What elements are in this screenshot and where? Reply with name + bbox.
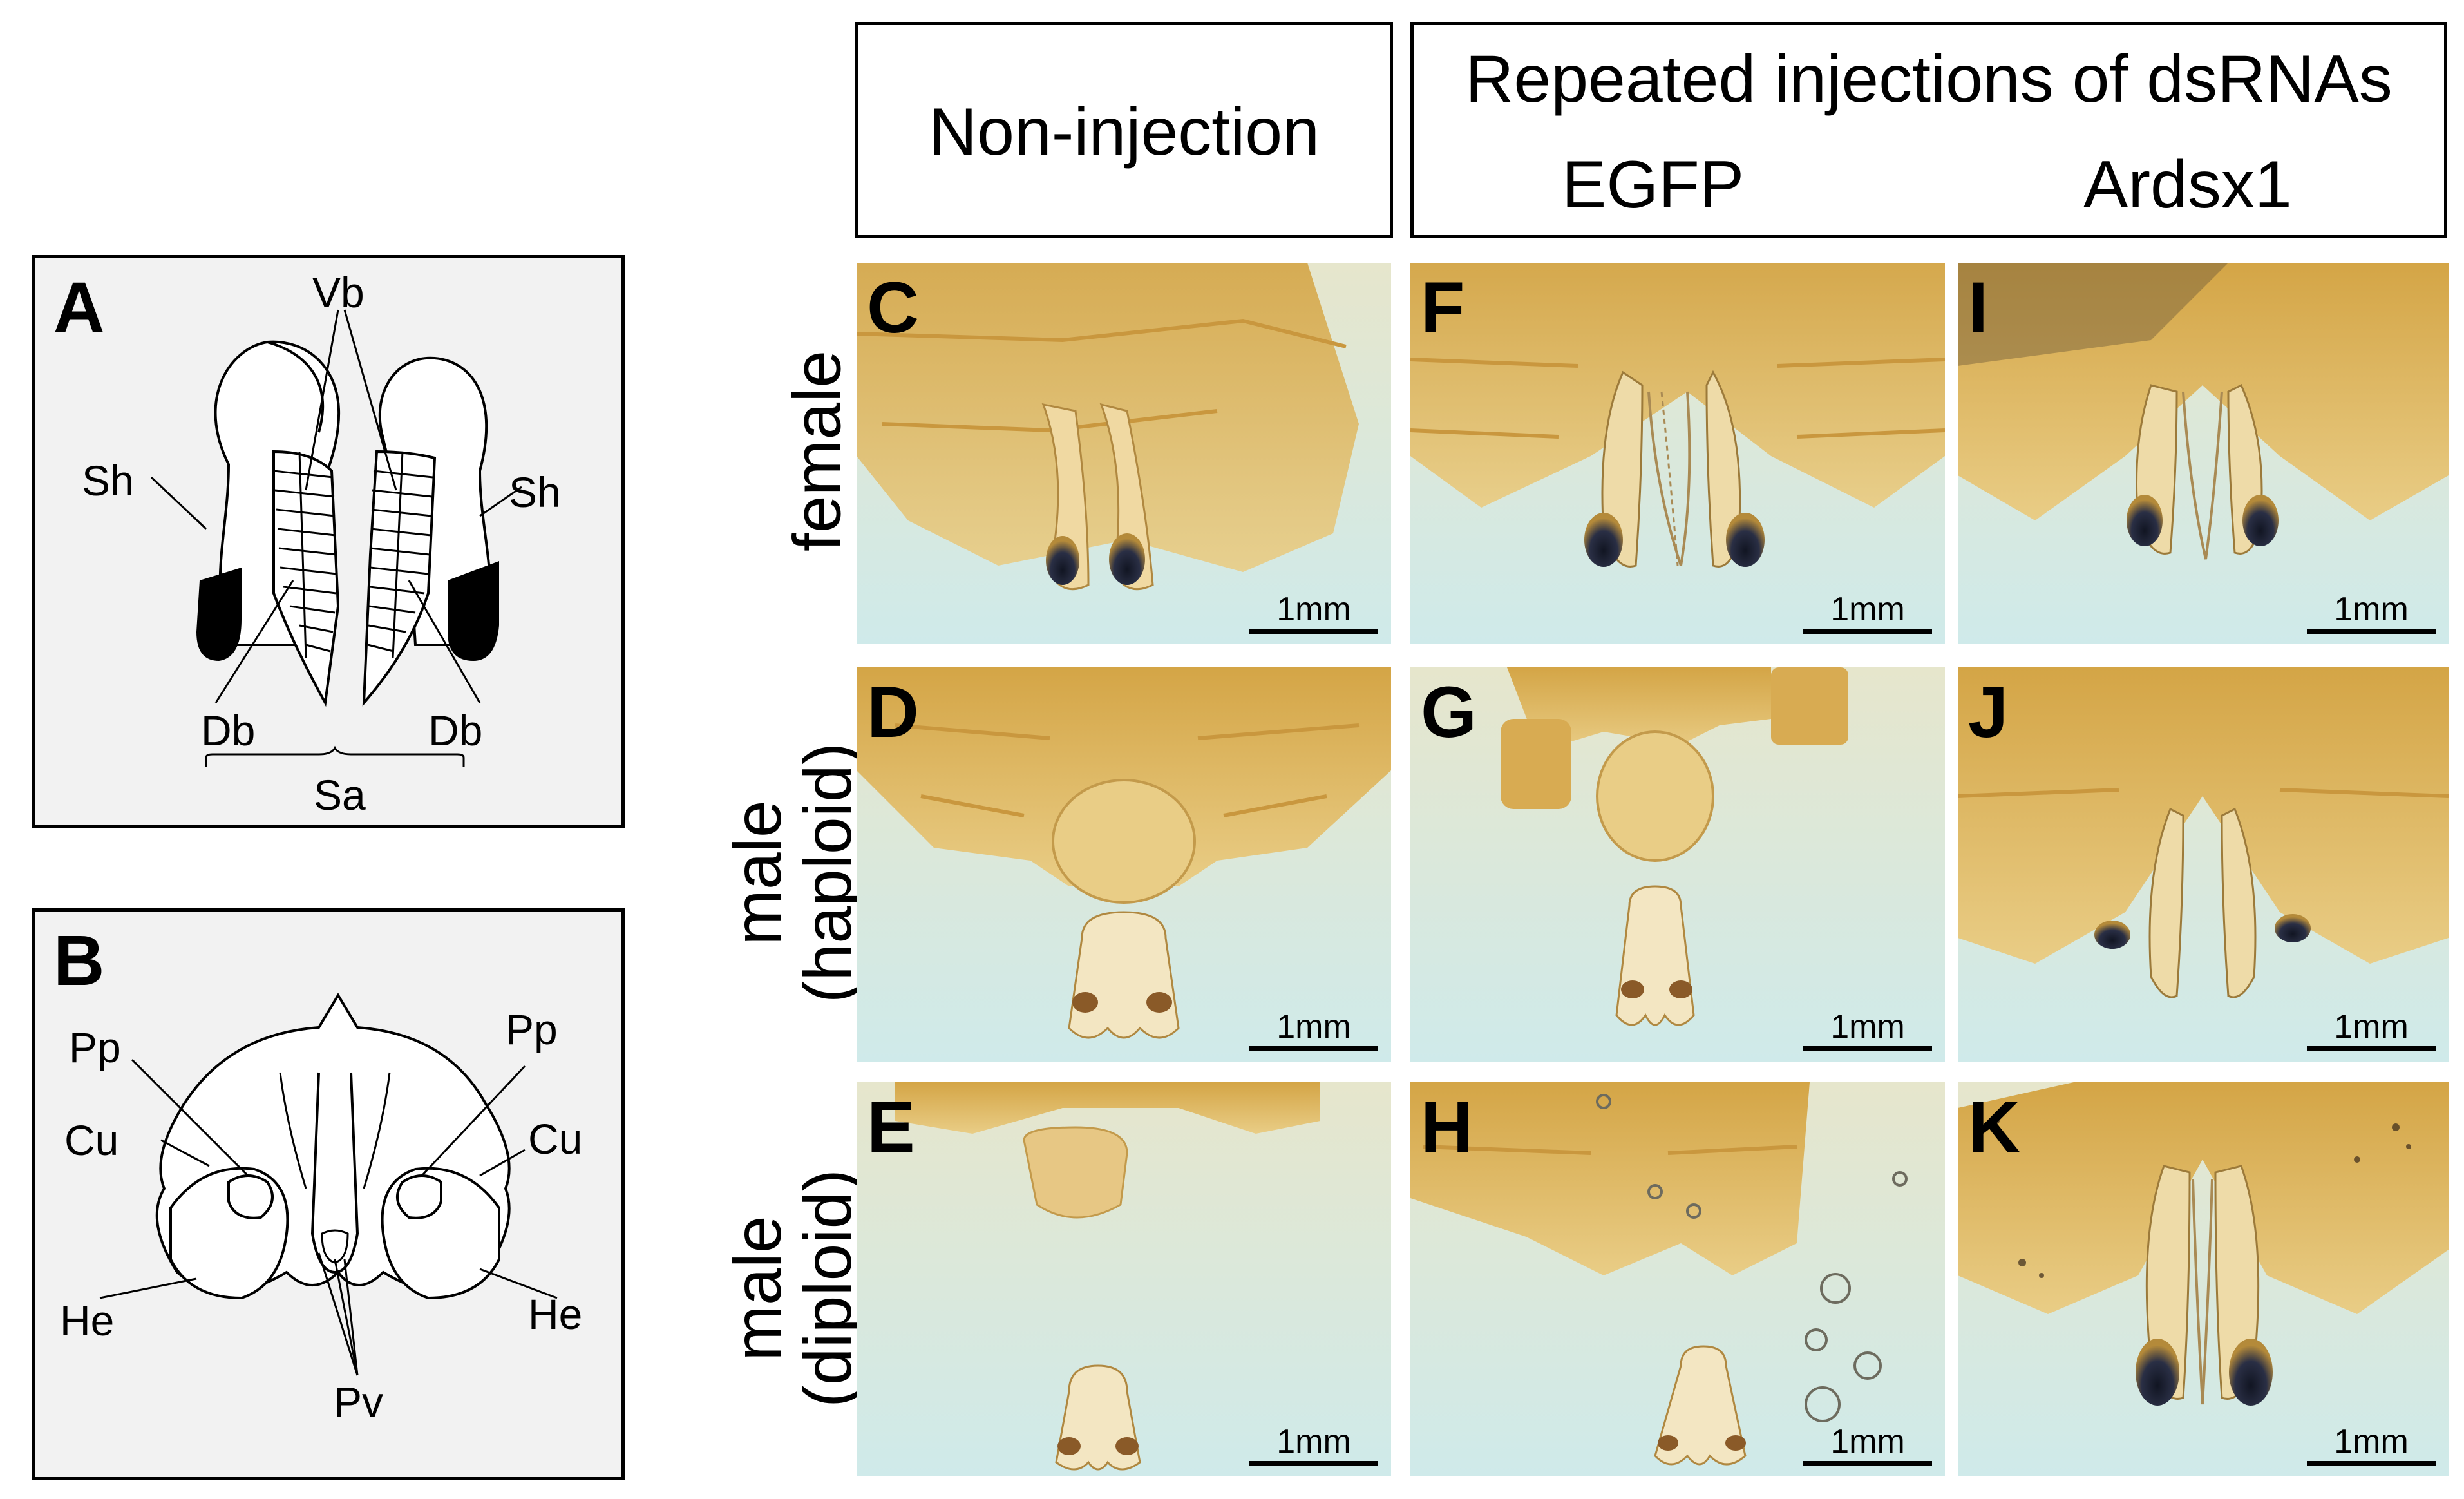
panel-a-letter: A [53, 268, 105, 347]
label-cu-right: Cu [528, 1115, 583, 1163]
panel-letter-f: F [1421, 267, 1465, 348]
scale-bar-h: 1mm [1803, 1425, 1932, 1466]
label-sh-left: Sh [82, 457, 134, 504]
label-db-right: Db [428, 707, 483, 754]
label-pv: Pv [334, 1378, 384, 1426]
label-he-left: He [60, 1297, 115, 1344]
photo-panel-k: K 1mm [1958, 1082, 2449, 1476]
panel-letter-c: C [867, 267, 919, 348]
label-pp-right: Pp [506, 1006, 558, 1053]
male-genitalia-diagram [99, 993, 558, 1376]
scale-bar-k: 1mm [2307, 1425, 2436, 1466]
panel-letter-e: E [867, 1087, 915, 1167]
header-non-injection-box: Non-injection [855, 22, 1393, 238]
scale-bar-j: 1mm [2307, 1010, 2436, 1051]
row-label-female: female [780, 350, 855, 552]
ovipositor-diagram [150, 309, 522, 767]
photo-panel-c: C 1mm [857, 263, 1391, 644]
header-repeated-box: Repeated injections of dsRNAs EGFP Ardsx… [1410, 22, 2447, 238]
photo-panel-e: E 1mm [857, 1082, 1391, 1476]
scale-bar-e: 1mm [1249, 1425, 1378, 1466]
panel-letter-j: J [1968, 672, 2009, 752]
label-sa: Sa [314, 771, 366, 819]
photo-panel-h: H 1mm [1410, 1082, 1945, 1476]
label-he-right: He [528, 1290, 583, 1338]
label-cu-left: Cu [64, 1116, 119, 1164]
scale-bar-i: 1mm [2307, 593, 2436, 634]
photo-panel-j: J 1mm [1958, 667, 2449, 1062]
label-vb: Vb [312, 269, 365, 316]
scale-bar-d: 1mm [1249, 1010, 1378, 1051]
photo-panel-g: G 1mm [1410, 667, 1945, 1062]
label-db-left: Db [201, 707, 256, 754]
panel-b-schematic: B Pp Pp Cu Cu He He Pv [32, 908, 625, 1480]
panel-letter-h: H [1421, 1087, 1473, 1167]
scale-bar-c: 1mm [1249, 593, 1378, 634]
panel-letter-g: G [1421, 672, 1477, 752]
photo-panel-i: I 1mm [1958, 263, 2449, 644]
header-non-injection: Non-injection [929, 95, 1320, 169]
scale-bar-f: 1mm [1803, 593, 1932, 634]
scale-bar-g: 1mm [1803, 1010, 1932, 1051]
header-repeated: Repeated injections of dsRNAs [1465, 42, 2393, 117]
panel-letter-i: I [1968, 267, 1989, 348]
photo-panel-f: F 1mm [1410, 263, 1945, 644]
label-pp-left: Pp [69, 1024, 121, 1071]
header-egfp: EGFP [1562, 148, 1745, 222]
panel-b-letter: B [53, 921, 105, 1000]
photo-panel-d: D 1mm [857, 667, 1391, 1062]
header-ardsx1: Ardsx1 [2083, 148, 2292, 222]
panel-letter-d: D [867, 672, 919, 752]
row-label-male-diploid: male (diploid) [720, 1169, 866, 1408]
panel-a-schematic: A [32, 255, 625, 828]
panel-letter-k: K [1968, 1087, 2020, 1167]
row-label-male-haploid: male (haploid) [720, 742, 866, 1004]
label-sh-right: Sh [509, 468, 561, 516]
